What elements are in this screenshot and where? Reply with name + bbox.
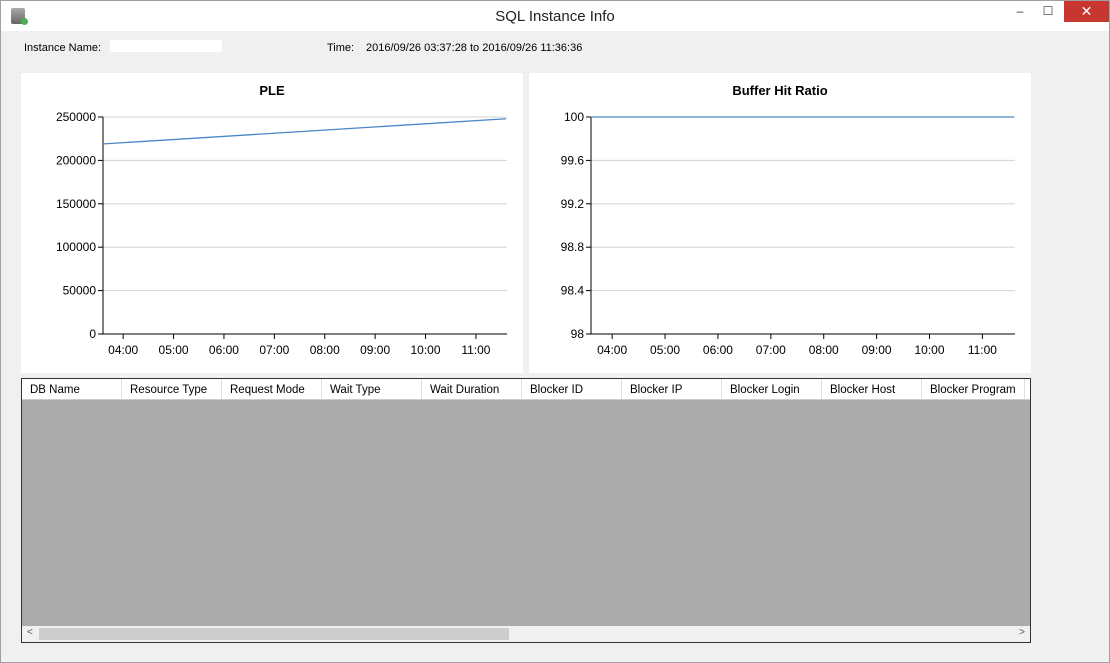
maximize-button[interactable]: ☐ (1042, 4, 1054, 18)
blocking-table: DB Name Resource Type Request Mode Wait Typ… (21, 378, 1031, 643)
x-tick-label: 11:00 (968, 343, 997, 357)
x-tick-label: 06:00 (703, 343, 733, 357)
title-bar: SQL Instance Info ‒ ☐ ✕ (1, 1, 1109, 31)
x-tick-label: 05:00 (159, 343, 189, 357)
column-header[interactable]: Blocker IP (622, 379, 722, 399)
y-tick-label: 50000 (63, 284, 97, 298)
column-header[interactable]: Blocker Host (822, 379, 922, 399)
x-tick-label: 06:00 (209, 343, 239, 357)
y-tick-label: 0 (89, 327, 96, 341)
horizontal-scrollbar[interactable]: < > (22, 626, 1030, 642)
chart-title: Buffer Hit Ratio (732, 83, 828, 98)
time-label: Time: (327, 42, 355, 54)
x-tick-label: 04:00 (108, 343, 138, 357)
x-tick-label: 07:00 (259, 343, 289, 357)
minimize-button[interactable]: ‒ (1016, 4, 1024, 18)
column-header[interactable]: Wait Type (322, 379, 422, 399)
series-line (103, 118, 507, 145)
close-button[interactable]: ✕ (1064, 1, 1109, 22)
y-tick-label: 98.4 (561, 284, 585, 298)
time-value: 2016/09/26 03:37:28 to 2016/09/26 11:36:… (366, 42, 583, 54)
instance-name-label: Instance Name: (24, 42, 102, 54)
x-tick-label: 08:00 (310, 343, 340, 357)
window-title: SQL Instance Info (495, 8, 615, 25)
database-icon (11, 8, 28, 25)
chart-title: PLE (259, 83, 285, 98)
x-tick-label: 07:00 (756, 343, 786, 357)
buffer-hit-ratio-chart: Buffer Hit Ratio 98 98.4 98.8 99.2 99.6 100 04… (529, 73, 1031, 373)
column-header[interactable]: DB Name (22, 379, 122, 399)
scrollbar-thumb[interactable] (39, 628, 509, 640)
y-tick-label: 200000 (56, 153, 96, 167)
column-header[interactable]: Blocker ID (522, 379, 622, 399)
column-header[interactable]: Blocker Login (722, 379, 822, 399)
y-tick-label: 250000 (56, 110, 96, 124)
y-tick-label: 99.6 (561, 153, 585, 167)
x-tick-label: 05:00 (650, 343, 680, 357)
x-tick-label: 10:00 (411, 343, 441, 357)
y-tick-label: 98.8 (561, 240, 585, 254)
scroll-left-button[interactable]: < (27, 627, 33, 638)
column-header[interactable]: Request Mode (222, 379, 322, 399)
column-header[interactable]: Blocker Program (922, 379, 1025, 399)
x-tick-label: 10:00 (914, 343, 944, 357)
table-header: DB Name Resource Type Request Mode Wait Typ… (22, 379, 1030, 400)
y-tick-label: 100000 (56, 240, 96, 254)
x-tick-label: 04:00 (597, 343, 627, 357)
scroll-right-button[interactable]: > (1019, 627, 1025, 638)
y-tick-label: 100 (564, 110, 584, 124)
y-tick-label: 150000 (56, 197, 96, 211)
y-tick-label: 98 (571, 327, 585, 341)
x-tick-label: 08:00 (809, 343, 839, 357)
instance-name-value (110, 40, 222, 52)
x-tick-label: 11:00 (461, 343, 490, 357)
x-tick-label: 09:00 (360, 343, 390, 357)
y-tick-label: 99.2 (561, 197, 585, 211)
ple-chart: PLE 0 50000 100000 150000 200000 250000 04:00 0… (21, 73, 523, 373)
column-header[interactable]: Wait Duration (422, 379, 522, 399)
x-tick-label: 09:00 (862, 343, 892, 357)
column-header[interactable]: Resource Type (122, 379, 222, 399)
